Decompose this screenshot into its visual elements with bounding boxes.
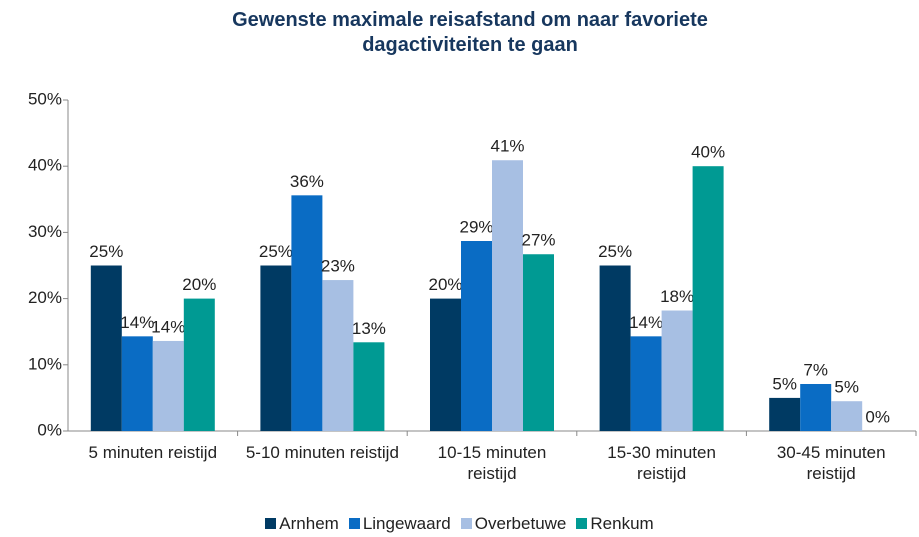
- data-label: 14%: [629, 313, 663, 332]
- bar: [769, 397, 801, 431]
- data-label: 40%: [691, 143, 725, 162]
- data-label: 13%: [352, 319, 386, 338]
- data-label: 20%: [428, 275, 462, 294]
- bar: [661, 310, 693, 431]
- y-tick-label: 40%: [28, 156, 62, 175]
- bar: [260, 265, 292, 431]
- bar: [523, 254, 554, 431]
- x-tick-label: 30-45 minuten reistijd: [776, 443, 886, 483]
- legend-swatch: [348, 518, 360, 529]
- bar: [630, 336, 662, 431]
- data-label: 18%: [660, 287, 694, 306]
- data-label: 27%: [521, 231, 555, 250]
- data-label: 5%: [772, 374, 797, 393]
- legend-label: Renkum: [590, 514, 654, 533]
- legend: Arnhem Lingewaard Overbetuwe Renkum: [0, 514, 919, 534]
- data-label: 23%: [321, 257, 355, 276]
- bar: [152, 340, 184, 431]
- y-tick-label: 0%: [37, 420, 62, 439]
- bar: [183, 298, 215, 431]
- legend-swatch: [265, 518, 277, 529]
- legend-label: Overbetuwe: [474, 514, 567, 533]
- data-label: 25%: [598, 242, 632, 261]
- legend-item: Arnhem: [265, 514, 339, 533]
- bar: [461, 241, 492, 431]
- bar: [353, 342, 385, 431]
- data-label: 20%: [182, 275, 216, 294]
- bar: [492, 160, 523, 431]
- bar: [430, 298, 461, 431]
- bar: [121, 336, 153, 431]
- legend-label: Lingewaard: [362, 514, 451, 533]
- legend-item: Renkum: [576, 514, 654, 533]
- y-tick-label: 30%: [28, 222, 62, 241]
- bar: [90, 265, 122, 431]
- legend-swatch: [460, 518, 472, 529]
- x-tick-label: 15-30 minuten reistijd: [607, 443, 716, 483]
- bar: [692, 166, 724, 431]
- bar: [599, 265, 631, 431]
- data-label: 25%: [259, 242, 293, 261]
- y-tick-label: 20%: [28, 288, 62, 307]
- data-label: 14%: [120, 313, 154, 332]
- x-tick-label: 5-10 minuten reistijd: [245, 443, 399, 462]
- data-label: 14%: [151, 317, 185, 336]
- data-label: 41%: [490, 137, 524, 156]
- legend-item: Lingewaard: [348, 514, 451, 533]
- data-label: 25%: [89, 242, 123, 261]
- legend-swatch: [576, 518, 588, 529]
- bar: [831, 401, 863, 431]
- bar: [800, 383, 832, 431]
- data-label: 7%: [803, 360, 828, 379]
- y-tick-label: 10%: [28, 354, 62, 373]
- x-tick-label: 10-15 minuten reistijd: [437, 443, 547, 483]
- y-tick-label: 50%: [28, 89, 62, 108]
- bar: [291, 195, 323, 431]
- data-label: 5%: [834, 378, 859, 397]
- data-label: 0%: [865, 407, 890, 426]
- x-tick-label: 5 minuten reistijd: [88, 443, 218, 462]
- data-label: 36%: [290, 172, 324, 191]
- chart-title: Gewenste maximale reisafstand om naar fa…: [232, 9, 708, 56]
- legend-item: Overbetuwe: [460, 514, 567, 533]
- data-label: 29%: [459, 217, 493, 236]
- bar: [322, 280, 354, 431]
- legend-label: Arnhem: [279, 514, 339, 533]
